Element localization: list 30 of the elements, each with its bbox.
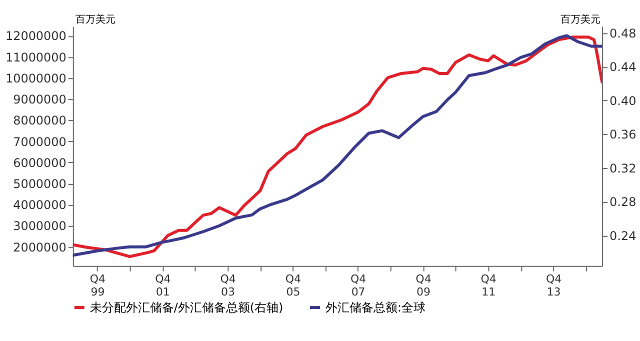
- y-tick-label: 3000000: [13, 219, 66, 234]
- x-tick-label: Q4 13: [546, 272, 562, 298]
- y-tick-label: 6000000: [13, 156, 66, 170]
- y-tick-label: 11000000: [5, 50, 66, 64]
- y-tick-label: 4000000: [13, 198, 66, 212]
- y2-axis-title: 百万美元: [560, 14, 601, 26]
- x-tick-label: Q4 05: [285, 272, 302, 298]
- y-tick-label: 2000000: [13, 240, 66, 254]
- x-tick-label: Q4 03: [220, 272, 236, 298]
- x-tick-label: Q4 99: [90, 272, 106, 298]
- legend-label: 外汇储备总额:全球: [325, 300, 426, 315]
- x-tick-label: Q4 01: [155, 272, 171, 298]
- x-tick-label: Q4 07: [350, 272, 366, 298]
- y-axis-title: 百万美元: [75, 14, 116, 26]
- y-tick-label: 12000000: [5, 29, 66, 44]
- y-tick-label: 10000000: [5, 71, 66, 86]
- x-tick-label: Q4 11: [480, 272, 496, 298]
- legend-label: 未分配外汇储备/外汇储备总额(右轴): [90, 300, 284, 315]
- y2-tick-label: 0.44: [610, 60, 636, 74]
- y2-tick-label: 0.40: [610, 94, 636, 108]
- y-tick-label: 9000000: [13, 92, 66, 107]
- y-tick-label: 8000000: [13, 114, 66, 128]
- y-tick-label: 5000000: [13, 176, 66, 191]
- y2-tick-label: 0.24: [610, 228, 636, 243]
- y-tick-label: 7000000: [13, 134, 66, 149]
- x-tick-label: Q4 09: [416, 272, 432, 298]
- y2-tick-label: 0.36: [610, 128, 636, 142]
- y2-tick-label: 0.28: [610, 195, 636, 210]
- y2-tick-label: 0.32: [610, 161, 636, 176]
- y2-tick-label: 0.48: [610, 26, 636, 40]
